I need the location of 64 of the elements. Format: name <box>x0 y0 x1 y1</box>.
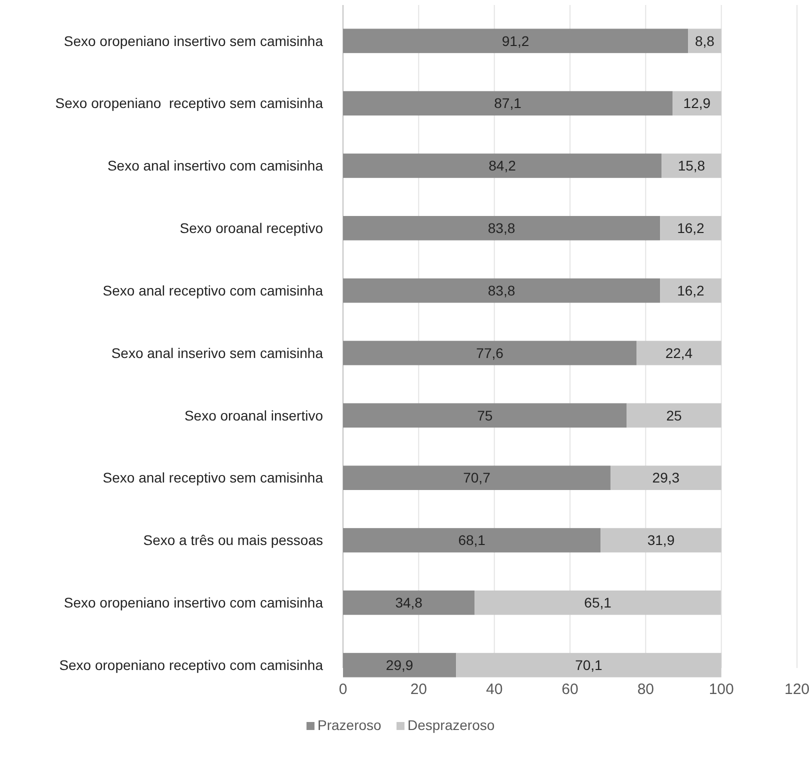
data-label: 84,2 <box>488 158 516 174</box>
data-label: 16,2 <box>677 220 705 236</box>
bar <box>343 154 662 178</box>
y-tick-label: Sexo oropeniano insertivo com camisinha <box>64 594 324 611</box>
y-tick-label: Sexo anal insertivo com camisinha <box>107 158 324 174</box>
bar <box>600 528 722 552</box>
y-tick-label: Sexo anal receptivo com camisinha <box>102 282 324 298</box>
y-tick-label: Sexo anal receptivo sem camisinha <box>102 470 324 486</box>
data-label: 77,6 <box>476 344 504 361</box>
x-tick-label: 20 <box>410 681 428 698</box>
bar <box>636 340 722 366</box>
x-tick-label: 120 <box>784 681 809 698</box>
data-label: 8,8 <box>694 32 715 49</box>
data-label: 29,3 <box>652 470 680 486</box>
data-label: 15,8 <box>678 158 706 174</box>
bar <box>343 403 627 428</box>
x-tick-label: 40 <box>486 681 503 698</box>
data-label: 34,8 <box>395 594 423 611</box>
bar <box>343 652 456 678</box>
bar <box>610 466 722 490</box>
y-tick-label: Sexo anal inserivo sem camisinha <box>111 344 324 361</box>
y-tick-label: Sexo oropeniano receptivo com camisinha <box>59 657 324 673</box>
data-label: 25 <box>666 407 682 424</box>
data-label: 12,9 <box>683 95 711 112</box>
y-tick-label: Sexo oropeniano receptivo sem camisinha <box>55 95 324 112</box>
bar <box>660 278 722 303</box>
data-label: 31,9 <box>647 532 675 548</box>
x-tick-label: 80 <box>637 681 654 698</box>
data-label: 87,1 <box>494 95 522 112</box>
bar <box>456 652 722 678</box>
bar <box>688 28 722 54</box>
bar <box>660 216 722 240</box>
legend-label: Desprazeroso <box>408 717 495 733</box>
bar <box>343 528 601 552</box>
legend-label: Prazeroso <box>318 717 382 733</box>
bar <box>343 340 637 366</box>
bar <box>343 278 660 303</box>
data-label: 83,8 <box>488 282 516 298</box>
bar <box>343 91 673 116</box>
data-label: 70,7 <box>463 470 491 486</box>
bar <box>343 466 610 490</box>
y-tick-label: Sexo oroanal receptivo <box>180 220 324 236</box>
y-tick-label: Sexo oropeniano insertivo sem camisinha <box>64 32 324 49</box>
bar <box>474 590 721 615</box>
data-label: 29,9 <box>386 657 414 673</box>
data-label: 83,8 <box>488 220 516 236</box>
data-label: 70,1 <box>575 657 603 673</box>
bar <box>343 590 475 615</box>
y-tick-label: Sexo oroanal insertivo <box>184 407 324 424</box>
data-label: 75 <box>477 407 493 424</box>
y-tick-label: Sexo a três ou mais pessoas <box>143 532 323 548</box>
data-label: 22,4 <box>665 344 693 361</box>
x-tick-label: 100 <box>708 681 734 698</box>
bar <box>343 28 688 54</box>
data-label: 65,1 <box>584 594 612 611</box>
bar <box>343 216 660 240</box>
bar <box>626 403 722 428</box>
data-label: 16,2 <box>677 282 705 298</box>
data-label: 91,2 <box>502 32 530 49</box>
bar <box>672 91 722 116</box>
data-label: 68,1 <box>458 532 486 548</box>
x-tick-label: 0 <box>338 681 348 698</box>
x-tick-label: 60 <box>562 681 578 698</box>
bar <box>662 154 722 178</box>
